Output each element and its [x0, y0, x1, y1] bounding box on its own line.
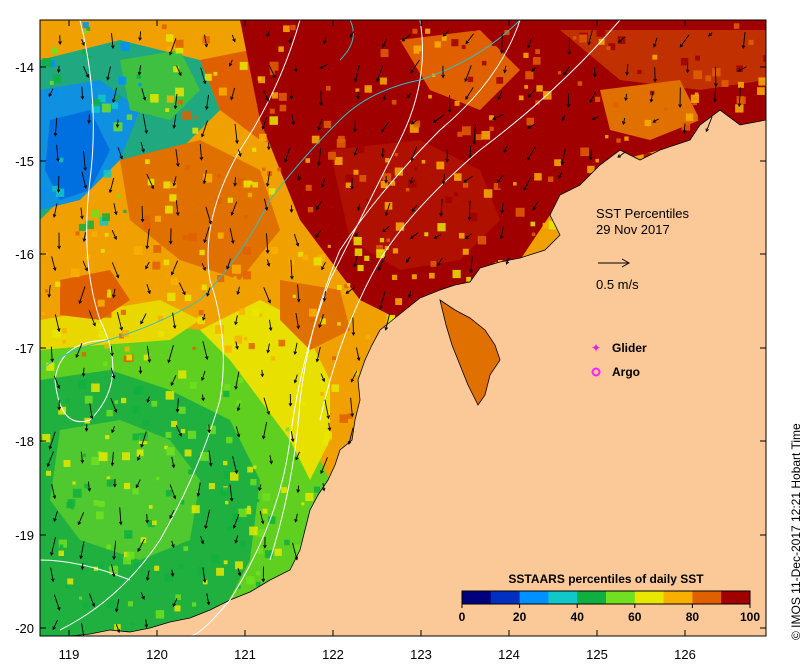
- argo-legend: Argo: [591, 365, 640, 379]
- x-tick-label: 123: [410, 647, 432, 662]
- bathymetry-contours: [40, 20, 521, 371]
- colorbar-frame: [461, 590, 751, 605]
- colorbar-cell: [548, 591, 578, 604]
- x-tick-label: 126: [674, 647, 696, 662]
- x-axis: 119 120 121 122 123 124 125 126: [59, 20, 696, 662]
- colorbar-cell: [462, 591, 492, 604]
- map-date: 29 Nov 2017: [596, 222, 670, 237]
- colorbar-cell: [634, 591, 665, 604]
- glider-label: Glider: [612, 341, 647, 355]
- y-tick-label: -14: [15, 60, 34, 75]
- vector-scale: 0.5 m/s: [596, 258, 639, 292]
- colorbar-cell: [490, 591, 521, 604]
- credit-strip: © IMOS 11-Dec-2017 12:21 Hobart Time: [789, 423, 803, 640]
- colorbar-tick-label: 20: [513, 610, 527, 624]
- y-axis: -14 -15 -16 -17 -18 -19 -20: [15, 60, 766, 636]
- colorbar-cell: [721, 591, 751, 604]
- colorbar-cell: [606, 591, 636, 604]
- australian-landmass: [69, 109, 766, 636]
- map-title: SST Percentiles: [596, 206, 689, 221]
- argo-label: Argo: [612, 365, 640, 379]
- dampier-peninsula: [439, 299, 501, 406]
- y-tick-label: -15: [15, 154, 34, 169]
- colorbar-cell: [692, 591, 722, 604]
- x-tick-label: 120: [146, 647, 168, 662]
- colorbar-tick-label: 60: [628, 610, 642, 624]
- colorbar-cell: [519, 591, 549, 604]
- plot-frame: [39, 19, 767, 637]
- x-tick-label: 124: [498, 647, 520, 662]
- colorbar-tick-label: 100: [740, 610, 760, 624]
- vector-scale-label: 0.5 m/s: [596, 277, 639, 292]
- y-tick-label: -17: [15, 341, 34, 356]
- argo-symbol: [591, 367, 601, 377]
- colorbar-tick-label: 80: [686, 610, 700, 624]
- x-tick-label: 125: [586, 647, 608, 662]
- x-tick-label: 122: [322, 647, 344, 662]
- colorbar-cell: [577, 591, 607, 604]
- colorbar-tick-label: 40: [571, 610, 585, 624]
- x-tick-label: 119: [59, 647, 80, 662]
- colorbar: SSTAARS percentiles of daily SST 0 20 40 60…: [459, 572, 761, 624]
- colorbar-cell: [663, 591, 693, 604]
- colorbar-tick-label: 0: [459, 610, 466, 624]
- y-tick-label: -16: [15, 247, 34, 262]
- x-tick-label: 121: [234, 647, 256, 662]
- glider-symbol: ✦: [591, 341, 601, 355]
- credit-text: © IMOS 11-Dec-2017 12:21 Hobart Time: [789, 423, 803, 640]
- current-vectors: [46, 30, 747, 636]
- y-tick-label: -18: [15, 434, 34, 449]
- colorbar-title: SSTAARS percentiles of daily SST: [508, 572, 704, 586]
- glider-legend: ✦ Glider: [591, 341, 647, 355]
- y-tick-label: -20: [15, 621, 34, 636]
- y-tick-label: -19: [15, 528, 34, 543]
